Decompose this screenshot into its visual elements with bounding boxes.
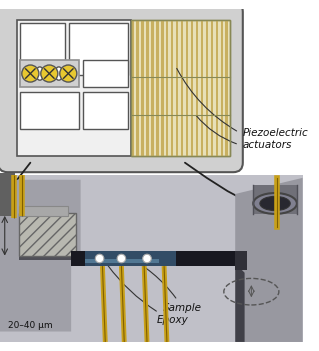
Bar bbox=[201, 20, 203, 156]
Ellipse shape bbox=[253, 193, 297, 214]
Bar bbox=[186, 20, 189, 156]
Bar bbox=[156, 20, 159, 156]
Bar bbox=[196, 20, 198, 156]
Bar bbox=[17, 20, 131, 156]
Polygon shape bbox=[19, 213, 76, 260]
Bar bbox=[85, 259, 159, 263]
Bar bbox=[131, 20, 230, 156]
Bar bbox=[216, 20, 218, 156]
Bar bbox=[191, 20, 193, 156]
Text: Epoxy: Epoxy bbox=[108, 265, 188, 325]
Text: Piezoelectric
actuators: Piezoelectric actuators bbox=[243, 128, 308, 150]
Bar bbox=[20, 23, 65, 75]
Bar bbox=[85, 251, 175, 266]
Bar bbox=[146, 20, 149, 156]
Bar bbox=[0, 175, 302, 342]
Circle shape bbox=[60, 65, 77, 82]
Polygon shape bbox=[235, 263, 245, 342]
Bar bbox=[211, 20, 213, 156]
Bar bbox=[151, 20, 153, 156]
Bar bbox=[84, 92, 128, 130]
Bar bbox=[205, 20, 208, 156]
Bar bbox=[71, 251, 235, 266]
Bar bbox=[69, 23, 128, 75]
Bar bbox=[131, 20, 230, 156]
Bar bbox=[20, 92, 79, 130]
Circle shape bbox=[41, 65, 58, 82]
Polygon shape bbox=[235, 178, 302, 342]
Ellipse shape bbox=[55, 67, 63, 80]
Bar bbox=[19, 213, 76, 256]
Bar bbox=[136, 20, 138, 156]
Ellipse shape bbox=[35, 67, 44, 80]
Circle shape bbox=[117, 254, 126, 263]
Bar bbox=[161, 20, 164, 156]
Ellipse shape bbox=[260, 196, 290, 211]
Bar bbox=[166, 20, 168, 156]
Bar bbox=[220, 20, 223, 156]
Bar bbox=[181, 20, 183, 156]
Bar bbox=[176, 20, 178, 156]
Polygon shape bbox=[0, 180, 81, 332]
Bar bbox=[84, 60, 128, 87]
Bar bbox=[0, 173, 15, 216]
Bar bbox=[226, 20, 228, 156]
Circle shape bbox=[143, 254, 151, 263]
Circle shape bbox=[22, 65, 39, 82]
Bar bbox=[20, 60, 79, 87]
Bar bbox=[141, 20, 144, 156]
Bar bbox=[235, 251, 247, 270]
Bar bbox=[253, 185, 297, 214]
Text: Sample: Sample bbox=[124, 255, 202, 313]
Circle shape bbox=[95, 254, 104, 263]
FancyBboxPatch shape bbox=[0, 2, 243, 172]
Text: 20–40 μm: 20–40 μm bbox=[8, 320, 52, 330]
Bar bbox=[19, 206, 68, 216]
Bar bbox=[131, 20, 134, 156]
Bar bbox=[171, 20, 174, 156]
